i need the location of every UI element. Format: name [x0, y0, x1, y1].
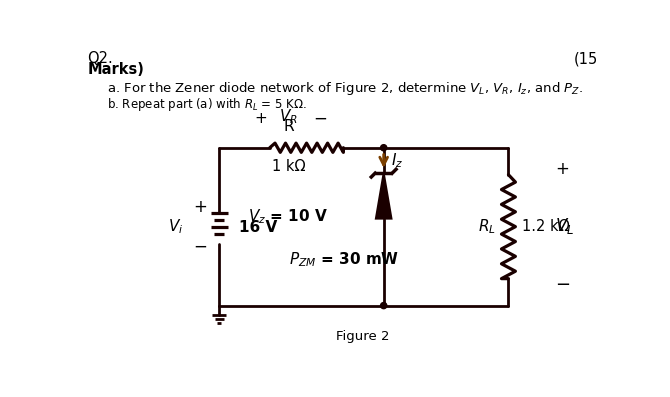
Text: R: R: [283, 119, 293, 135]
Text: a. For the Zener diode network of Figure 2, determine $V_L$, $V_R$, $I_z$, and $: a. For the Zener diode network of Figure…: [107, 80, 583, 97]
Text: $P_{ZM}$ = 30 mW: $P_{ZM}$ = 30 mW: [289, 250, 399, 269]
Text: −: −: [313, 110, 327, 127]
Text: −: −: [193, 237, 207, 255]
Text: +: +: [254, 111, 267, 126]
Text: 1.2 kΩ: 1.2 kΩ: [522, 219, 570, 234]
Text: $V_R$: $V_R$: [279, 108, 297, 126]
Text: 16 V: 16 V: [239, 220, 277, 235]
Text: $V_L$: $V_L$: [555, 216, 574, 236]
Text: $V_i$: $V_i$: [168, 218, 183, 236]
Text: b. Repeat part (a) with $R_L$ = 5 K$\Omega$.: b. Repeat part (a) with $R_L$ = 5 K$\Ome…: [107, 96, 307, 113]
Text: $I_z$: $I_z$: [391, 152, 404, 170]
Text: Marks): Marks): [88, 62, 145, 77]
Polygon shape: [376, 173, 391, 219]
Text: Q2.: Q2.: [88, 52, 113, 66]
Text: 1 kΩ: 1 kΩ: [271, 159, 305, 174]
Text: Figure 2: Figure 2: [336, 330, 389, 343]
Text: +: +: [555, 160, 569, 178]
Circle shape: [381, 303, 387, 309]
Text: $R_L$: $R_L$: [478, 217, 496, 236]
Text: (15: (15: [574, 52, 598, 66]
Text: −: −: [555, 276, 570, 294]
Text: $V_z$ = 10 V: $V_z$ = 10 V: [248, 208, 328, 226]
Circle shape: [381, 145, 387, 151]
Text: +: +: [193, 198, 207, 216]
